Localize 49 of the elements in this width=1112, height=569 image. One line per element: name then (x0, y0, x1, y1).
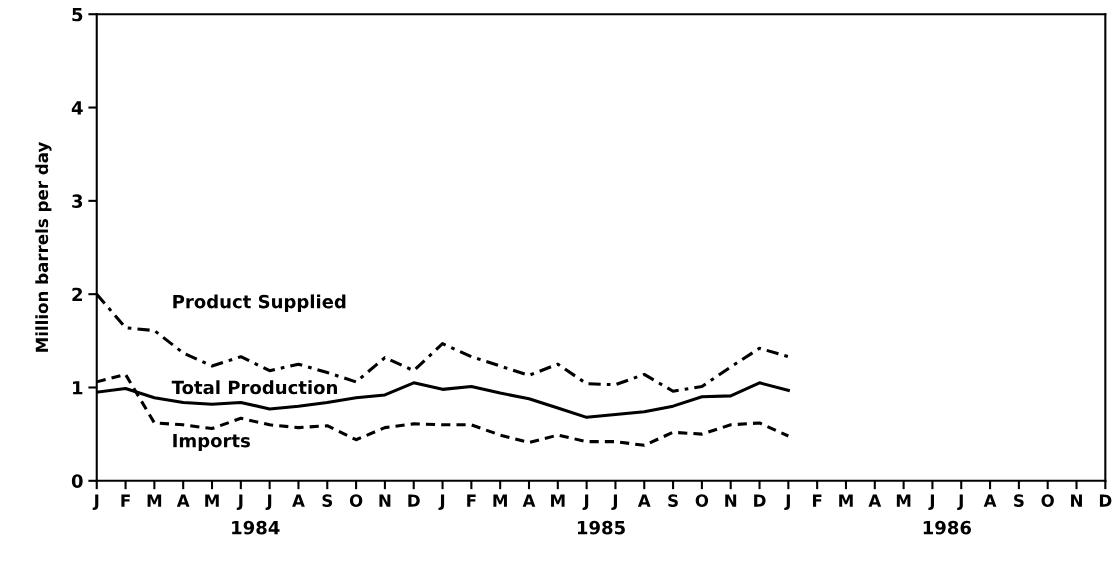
x-tick-label: A (292, 494, 305, 507)
x-tick-label: A (522, 494, 536, 507)
y-tick-label: 3 (72, 194, 83, 208)
x-tick-label: D (408, 494, 420, 507)
x-tick-label: O (695, 494, 709, 507)
x-tick-label: M (493, 494, 507, 507)
x-tick-label: M (205, 494, 219, 507)
x-tick-label: A (868, 494, 882, 507)
x-tick-label: A (176, 494, 190, 507)
y-tick-label: 1 (73, 381, 83, 395)
x-tick-label: J (611, 494, 618, 510)
x-tick-label: J (582, 494, 589, 510)
x-tick-label: S (1014, 494, 1024, 507)
x-tick-label: N (725, 494, 737, 507)
x-tick-label: S (322, 494, 333, 507)
series-label: Product Supplied (173, 294, 346, 312)
y-tick-label: 4 (71, 101, 83, 115)
x-tick-label: J (236, 494, 243, 510)
x-tick-label: O (349, 494, 363, 507)
x-tick-label: M (839, 494, 853, 507)
series-label: Imports (173, 434, 250, 451)
x-tick-label: N (1071, 494, 1082, 507)
series-label: Total Production (171, 380, 337, 395)
x-tick-label: N (379, 494, 391, 507)
x-tick-label: J (438, 494, 445, 510)
x-tick-label: M (896, 494, 911, 507)
x-tick-label: O (1041, 494, 1054, 507)
x-tick-label: J (928, 494, 934, 510)
x-tick-label: D (754, 494, 766, 507)
x-tick-label: J (92, 494, 99, 510)
x-tick-label: A (983, 494, 997, 507)
text: 1985 (577, 520, 625, 535)
x-tick-label: M (551, 494, 565, 507)
x-tick-label: F (121, 494, 130, 507)
y-tick-label: 5 (72, 7, 83, 22)
x-tick-label: M (147, 494, 162, 507)
x-tick-label: F (467, 494, 476, 507)
x-tick-label: J (957, 494, 963, 510)
x-tick-label: D (1099, 494, 1112, 507)
y-axis-title: Million barrels per day (35, 141, 52, 352)
text: 1984 (232, 520, 280, 535)
x-tick-label: S (668, 494, 678, 507)
y-tick-label: 0 (71, 474, 83, 488)
x-tick-label: J (265, 494, 272, 510)
x-tick-label: F (813, 494, 822, 507)
x-tick-label: J (784, 494, 790, 510)
text: 1986 (923, 520, 971, 535)
y-tick-label: 2 (72, 287, 82, 302)
x-tick-label: A (637, 494, 651, 507)
